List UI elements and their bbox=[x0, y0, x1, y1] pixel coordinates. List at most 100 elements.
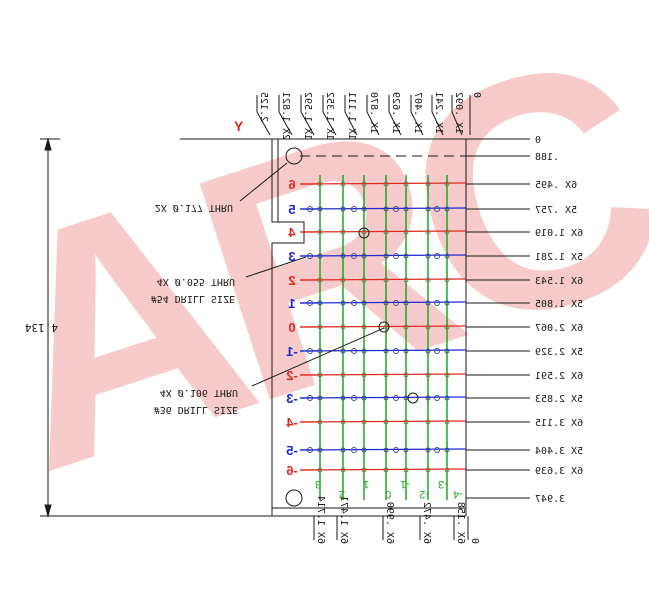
right-dim-label: 6X 1.019 bbox=[535, 228, 583, 239]
top-dim-leader-angle bbox=[278, 111, 293, 136]
column-number-label: -1 bbox=[400, 478, 410, 490]
hole-marker bbox=[361, 395, 367, 401]
hole-marker bbox=[425, 372, 431, 378]
large-hole-c bbox=[407, 392, 419, 404]
overall-height-dim bbox=[40, 137, 272, 518]
top-dim-label: 0 bbox=[471, 92, 482, 98]
hole-marker bbox=[361, 253, 367, 259]
row-line bbox=[299, 301, 467, 304]
hole-marker bbox=[444, 181, 450, 187]
right-dim-label: 6X 3.639 bbox=[535, 466, 583, 477]
hole-marker bbox=[393, 253, 399, 259]
hole-marker bbox=[425, 467, 431, 473]
column-number-label: 1 bbox=[363, 478, 369, 490]
row-number-label: 3 bbox=[288, 249, 295, 264]
callout-large-hole-line2: #36 DRILL SIZE bbox=[154, 404, 238, 415]
row-number-label: 0 bbox=[288, 320, 295, 335]
leader-small-hole bbox=[245, 256, 307, 278]
hole-marker bbox=[434, 395, 440, 401]
hole-marker bbox=[444, 395, 450, 401]
hole-marker bbox=[340, 372, 346, 378]
top-dim-leader-angle bbox=[410, 111, 424, 136]
top-dim-leader-angle bbox=[451, 111, 463, 136]
row-line bbox=[299, 448, 467, 451]
hole-marker bbox=[444, 348, 450, 354]
hole-marker bbox=[434, 206, 440, 212]
watermark-text: ARC bbox=[0, 0, 649, 540]
hole-marker bbox=[444, 324, 450, 330]
column-number-label: 2 bbox=[339, 488, 345, 500]
hole-marker bbox=[403, 229, 409, 235]
large-hole-a bbox=[358, 227, 370, 239]
right-dim-label: 5X 1.281 bbox=[535, 252, 583, 263]
hole-marker bbox=[403, 467, 409, 473]
hole-marker bbox=[383, 324, 389, 330]
hole-marker bbox=[361, 206, 367, 212]
top-dim-leader-angle bbox=[300, 111, 315, 136]
hole-marker bbox=[361, 324, 367, 330]
top-dim-label: 1X .092 bbox=[453, 92, 464, 134]
row-number-label: 4 bbox=[288, 225, 296, 240]
row-line bbox=[299, 278, 467, 281]
hole-marker bbox=[444, 300, 450, 306]
row-line bbox=[299, 396, 467, 399]
hole-marker bbox=[361, 467, 367, 473]
hole-marker bbox=[361, 229, 367, 235]
top-dim-label: 2.125 bbox=[258, 92, 269, 122]
row-line bbox=[299, 468, 467, 471]
hole-marker bbox=[393, 206, 399, 212]
hole-marker bbox=[425, 395, 431, 401]
hole-marker bbox=[340, 348, 346, 354]
hole-marker bbox=[361, 348, 367, 354]
callout-large-hole-line1: 4X Ø.106 THRU bbox=[160, 387, 238, 399]
top-dim-leader-angle bbox=[431, 111, 444, 136]
hole-marker bbox=[444, 206, 450, 212]
right-dim-label: 6X 1.543 bbox=[535, 276, 583, 287]
hole-marker bbox=[425, 181, 431, 187]
watermark-group: ARC bbox=[0, 0, 649, 540]
hole-marker bbox=[425, 206, 431, 212]
right-dim-label: 6X 2.591 bbox=[535, 371, 583, 382]
hole-marker bbox=[434, 447, 440, 453]
top-dimensions: 2.125 2X 1.821 1X 1.592 1X 1.352 1X 1.111 1X … bbox=[256, 92, 482, 140]
right-dim-label: 6X 3.115 bbox=[535, 418, 583, 429]
hole-marker bbox=[425, 229, 431, 235]
hole-marker bbox=[340, 467, 346, 473]
right-dim-label: 3.947 bbox=[535, 494, 565, 505]
hole-markers bbox=[307, 181, 450, 473]
top-dim-label: 2X 1.821 bbox=[280, 92, 291, 140]
hole-marker bbox=[340, 253, 346, 259]
right-dimensions: 0 .188 6X .495 5X .757 6X 1.019 5X 1.281 6X 1.… bbox=[466, 135, 583, 505]
right-dim-label: 5X 3.404 bbox=[535, 446, 583, 457]
hole-marker bbox=[383, 395, 389, 401]
bottom-dimensions: 6X 1.714 6X 1.471 6X .990 6X .472 6X .158 0 bbox=[313, 496, 480, 544]
row-number-label: -1 bbox=[286, 344, 298, 359]
right-dim-label: .188 bbox=[535, 152, 559, 163]
hole-marker bbox=[340, 181, 346, 187]
row-number-label: -6 bbox=[286, 463, 298, 478]
hole-marker bbox=[425, 447, 431, 453]
green-column-lines bbox=[319, 175, 448, 500]
hole-marker bbox=[383, 447, 389, 453]
top-dim-label: 1X 1.592 bbox=[302, 92, 313, 140]
hole-marker bbox=[403, 324, 409, 330]
top-dim-label: 1X .870 bbox=[368, 92, 379, 134]
hole-marker bbox=[434, 348, 440, 354]
right-dim-label: 5X .757 bbox=[535, 205, 577, 216]
row-lines bbox=[299, 182, 467, 471]
top-dim-label: 1X 1.111 bbox=[346, 92, 357, 140]
hole-marker bbox=[383, 419, 389, 425]
hole-marker bbox=[444, 447, 450, 453]
hole-marker bbox=[444, 467, 450, 473]
hole-marker bbox=[425, 348, 431, 354]
hole-marker bbox=[393, 348, 399, 354]
row-line bbox=[299, 230, 467, 233]
hole-marker bbox=[351, 447, 357, 453]
hole-marker bbox=[393, 300, 399, 306]
column-number-label: -3 bbox=[438, 478, 448, 490]
hole-marker bbox=[383, 348, 389, 354]
top-dim-leader-angle bbox=[366, 111, 380, 136]
hole-marker bbox=[383, 277, 389, 283]
hole-marker bbox=[403, 419, 409, 425]
